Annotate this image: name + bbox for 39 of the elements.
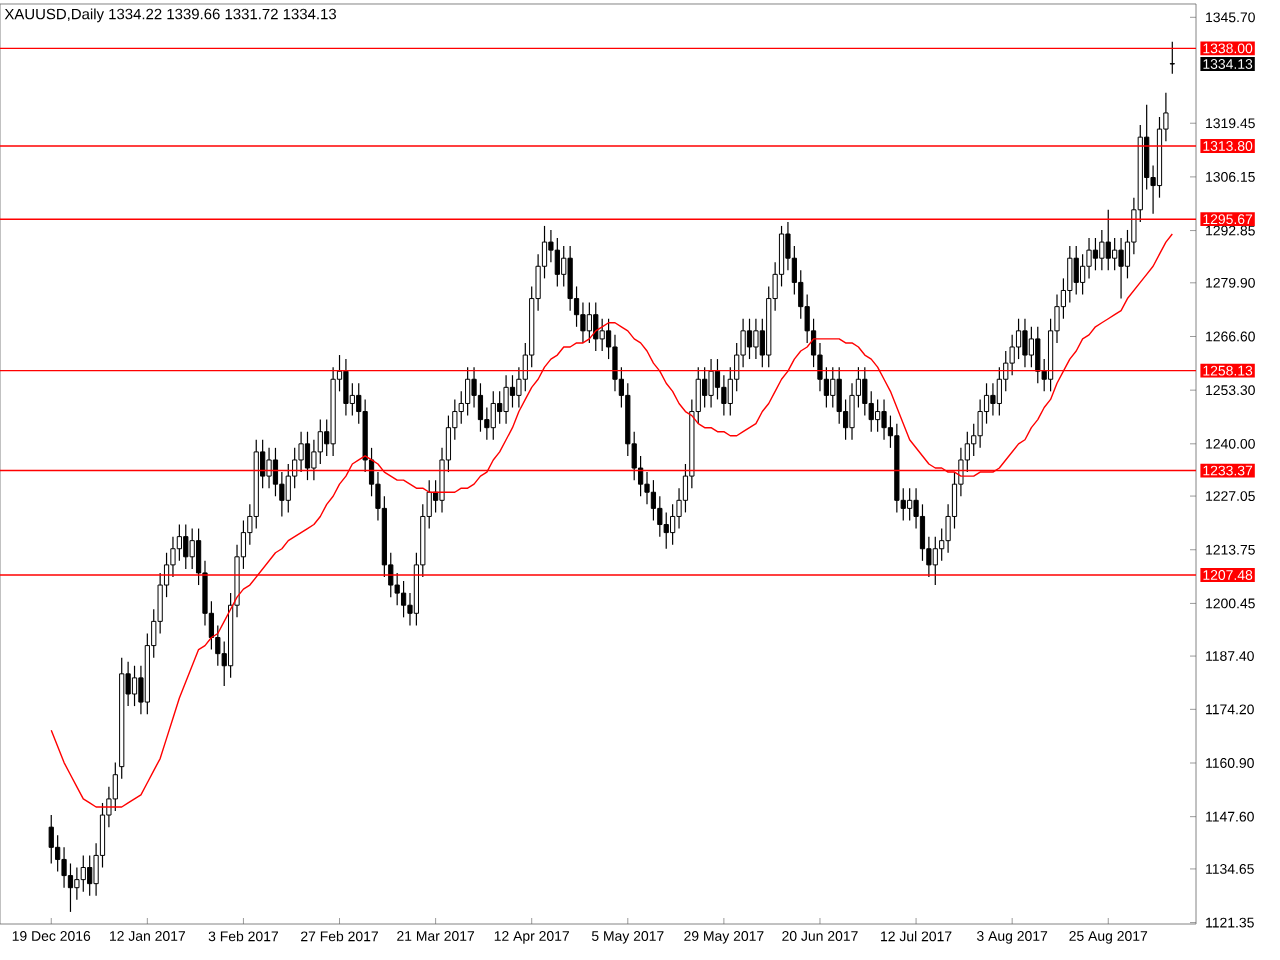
candlestick bbox=[131, 665, 138, 707]
candlestick bbox=[1073, 245, 1079, 296]
candlestick bbox=[702, 366, 708, 409]
candlestick bbox=[509, 374, 516, 409]
candlestick bbox=[1028, 326, 1034, 368]
candlestick bbox=[932, 536, 938, 586]
candlestick bbox=[1118, 237, 1124, 300]
candlestick bbox=[1105, 209, 1111, 271]
candlestick bbox=[907, 487, 913, 522]
candlestick bbox=[990, 382, 996, 417]
candlestick bbox=[875, 398, 881, 433]
candlestick bbox=[189, 527, 195, 570]
candlestick bbox=[465, 366, 471, 417]
candlestick bbox=[593, 301, 599, 352]
candlestick bbox=[554, 237, 560, 288]
candlestick bbox=[343, 358, 349, 417]
candlestick bbox=[746, 318, 753, 360]
candlestick bbox=[490, 390, 496, 441]
candlestick bbox=[1035, 326, 1041, 384]
candlestick bbox=[183, 523, 189, 570]
candlestick bbox=[304, 431, 311, 481]
candlestick bbox=[586, 301, 592, 344]
candlestick bbox=[1022, 318, 1028, 368]
candlestick bbox=[599, 318, 605, 352]
candlestick bbox=[400, 580, 407, 618]
candlestick bbox=[1169, 41, 1175, 75]
candlestick bbox=[753, 318, 759, 360]
candlestick bbox=[708, 358, 714, 409]
candlestick bbox=[503, 374, 509, 425]
candlestick bbox=[497, 390, 503, 425]
candlestick bbox=[1099, 229, 1105, 271]
candlestick bbox=[87, 854, 93, 897]
candlestick bbox=[1112, 237, 1118, 271]
candlestick bbox=[48, 814, 54, 865]
candlestick bbox=[830, 366, 836, 409]
candlestick bbox=[80, 854, 86, 893]
candlestick bbox=[266, 447, 272, 489]
candlestick bbox=[1092, 237, 1099, 271]
candlestick bbox=[881, 398, 887, 441]
